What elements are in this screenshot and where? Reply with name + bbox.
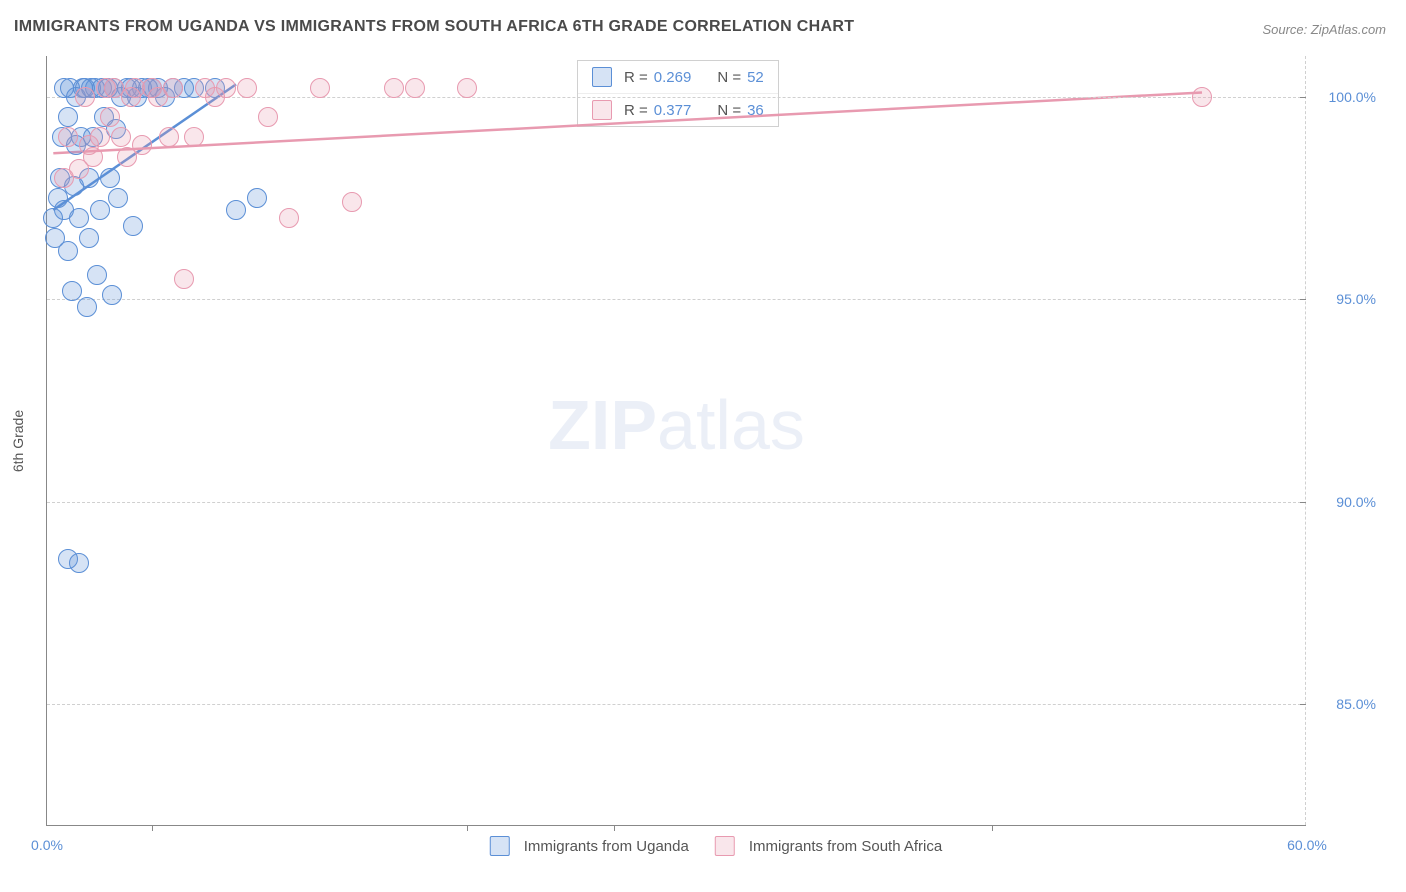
swatch-b-icon <box>592 100 612 120</box>
data-point <box>247 188 267 208</box>
legend-item-a: Immigrants from Uganda <box>490 836 689 856</box>
series-b-label: Immigrants from South Africa <box>749 838 942 855</box>
y-tick-label: 85.0% <box>1336 696 1376 712</box>
chart-container: 6th Grade ZIPatlas R = 0.269 N = 52 R = … <box>46 56 1386 826</box>
data-point <box>159 127 179 147</box>
data-point <box>216 78 236 98</box>
data-point <box>1192 87 1212 107</box>
swatch-b-icon <box>715 836 735 856</box>
tick-y <box>1300 704 1306 705</box>
data-point <box>123 216 143 236</box>
data-point <box>100 107 120 127</box>
watermark: ZIPatlas <box>548 385 805 465</box>
data-point <box>163 78 183 98</box>
data-point <box>457 78 477 98</box>
data-point <box>79 228 99 248</box>
data-point <box>132 135 152 155</box>
n-label: N = <box>717 102 741 119</box>
swatch-a-icon <box>592 67 612 87</box>
data-point <box>111 127 131 147</box>
legend-row-b: R = 0.377 N = 36 <box>578 93 778 126</box>
n-label: N = <box>717 69 741 86</box>
data-point <box>90 127 110 147</box>
data-point <box>405 78 425 98</box>
gridline-h <box>47 97 1306 98</box>
y-tick-label: 90.0% <box>1336 494 1376 510</box>
data-point <box>184 127 204 147</box>
chart-title: IMMIGRANTS FROM UGANDA VS IMMIGRANTS FRO… <box>14 18 854 36</box>
r-value-a: 0.269 <box>654 69 692 86</box>
tick-y <box>1300 502 1306 503</box>
data-point <box>69 553 89 573</box>
data-point <box>108 188 128 208</box>
x-tick-label: 60.0% <box>1287 837 1327 853</box>
y-tick-label: 95.0% <box>1336 291 1376 307</box>
y-axis-label: 6th Grade <box>10 410 26 472</box>
data-point <box>58 127 78 147</box>
data-point <box>100 168 120 188</box>
data-point <box>58 241 78 261</box>
data-point <box>174 269 194 289</box>
correlation-legend: R = 0.269 N = 52 R = 0.377 N = 36 <box>577 60 779 127</box>
data-point <box>279 208 299 228</box>
n-value-a: 52 <box>747 69 764 86</box>
data-point <box>102 285 122 305</box>
data-point <box>62 281 82 301</box>
data-point <box>237 78 257 98</box>
tick-x <box>152 825 153 831</box>
data-point <box>384 78 404 98</box>
tick-x <box>992 825 993 831</box>
series-a-label: Immigrants from Uganda <box>524 838 689 855</box>
data-point <box>226 200 246 220</box>
gridline-h <box>47 502 1306 503</box>
n-value-b: 36 <box>747 102 764 119</box>
tick-y <box>1300 299 1306 300</box>
watermark-bold: ZIP <box>548 386 657 464</box>
data-point <box>83 147 103 167</box>
legend-row-a: R = 0.269 N = 52 <box>578 61 778 93</box>
r-label: R = <box>624 102 648 119</box>
data-point <box>258 107 278 127</box>
data-point <box>310 78 330 98</box>
gridline-h <box>47 704 1306 705</box>
data-point <box>342 192 362 212</box>
source-attribution: Source: ZipAtlas.com <box>1262 22 1386 37</box>
data-point <box>58 107 78 127</box>
data-point <box>69 208 89 228</box>
y-tick-label: 100.0% <box>1329 89 1376 105</box>
watermark-rest: atlas <box>657 386 805 464</box>
data-point <box>77 297 97 317</box>
data-point <box>87 265 107 285</box>
data-point <box>75 87 95 107</box>
series-legend: Immigrants from Uganda Immigrants from S… <box>490 836 942 856</box>
gridline-h <box>47 299 1306 300</box>
x-tick-label: 0.0% <box>31 837 63 853</box>
legend-item-b: Immigrants from South Africa <box>715 836 942 856</box>
tick-x <box>614 825 615 831</box>
data-point <box>90 200 110 220</box>
trend-lines <box>47 56 1307 826</box>
plot-right-border <box>1305 56 1306 825</box>
tick-y <box>1300 97 1306 98</box>
plot-area: ZIPatlas R = 0.269 N = 52 R = 0.377 N = … <box>46 56 1306 826</box>
r-value-b: 0.377 <box>654 102 692 119</box>
r-label: R = <box>624 69 648 86</box>
swatch-a-icon <box>490 836 510 856</box>
tick-x <box>467 825 468 831</box>
